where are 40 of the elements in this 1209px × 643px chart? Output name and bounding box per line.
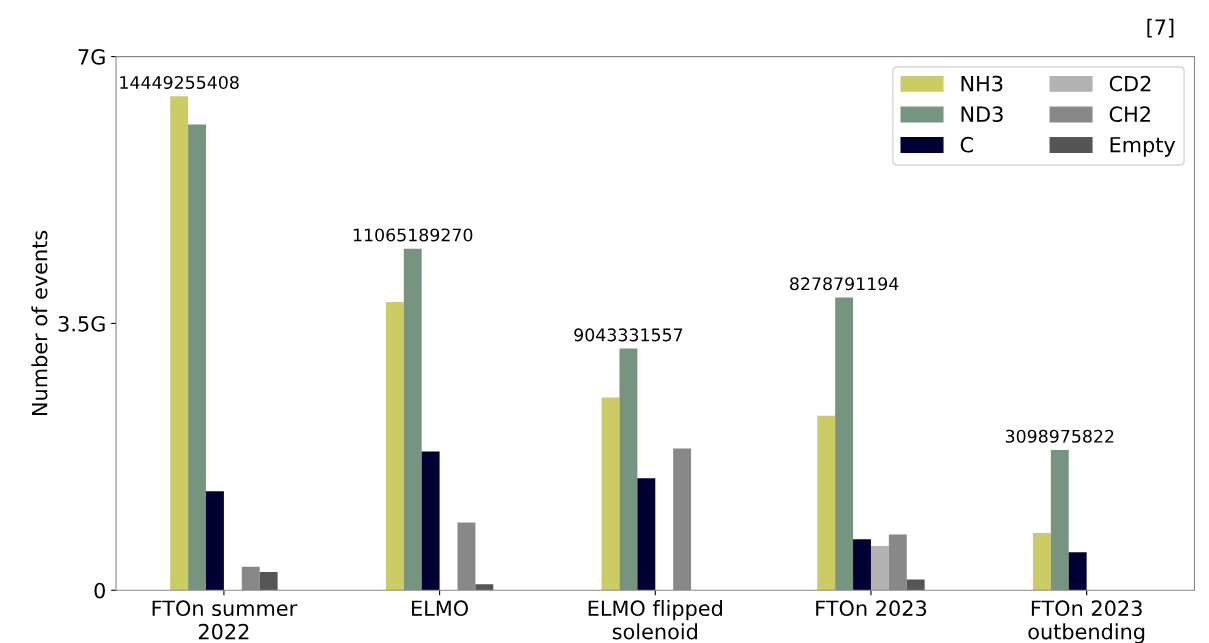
- x-tick-label: FTOn 2023: [816, 600, 927, 617]
- bar: [637, 478, 656, 591]
- bar: [385, 302, 404, 591]
- bar: [259, 571, 278, 591]
- annotation: 14449255408: [120, 75, 239, 90]
- bar: [188, 124, 206, 591]
- bar: [619, 348, 638, 591]
- bar: [817, 415, 836, 591]
- legend-label: C: [960, 136, 973, 153]
- legend-label: Empty: [1110, 137, 1176, 157]
- bar: [421, 451, 440, 591]
- bar: [906, 579, 925, 591]
- legend-label: CH2: [1109, 106, 1150, 123]
- bar: [835, 297, 854, 591]
- bar: [170, 96, 189, 591]
- bar: [853, 539, 871, 591]
- annotation: 11065189270: [353, 228, 473, 242]
- bar: [475, 584, 494, 591]
- bar: [206, 491, 224, 591]
- y-tick-label: 3.5G: [58, 315, 105, 332]
- bar: [1032, 533, 1051, 591]
- y-axis-title: Number of events: [31, 230, 48, 415]
- text: [7]: [1147, 18, 1174, 38]
- legend-label: CD2: [1109, 75, 1151, 92]
- x-tick-label: FTOn 2023 outbending: [1028, 600, 1145, 643]
- y-tick-label: 7G: [78, 49, 105, 65]
- x-tick-label: ELMO flipped solenoid: [588, 600, 722, 640]
- bar: [1068, 552, 1087, 591]
- x-tick-label: ELMO: [412, 600, 468, 617]
- bar: [870, 546, 889, 591]
- legend-label: ND3: [961, 106, 1003, 123]
- annotation: 8278791194: [790, 277, 899, 291]
- legend-label: NH3: [961, 75, 1003, 92]
- annotation: 3098975822: [1005, 429, 1114, 443]
- bar: [601, 397, 620, 591]
- x-tick-label: FTOn summer 2022: [152, 600, 298, 640]
- bar: [1050, 449, 1069, 591]
- annotation: 9043331557: [574, 328, 683, 342]
- y-tick-label: 0: [94, 582, 105, 599]
- bar: [403, 248, 422, 591]
